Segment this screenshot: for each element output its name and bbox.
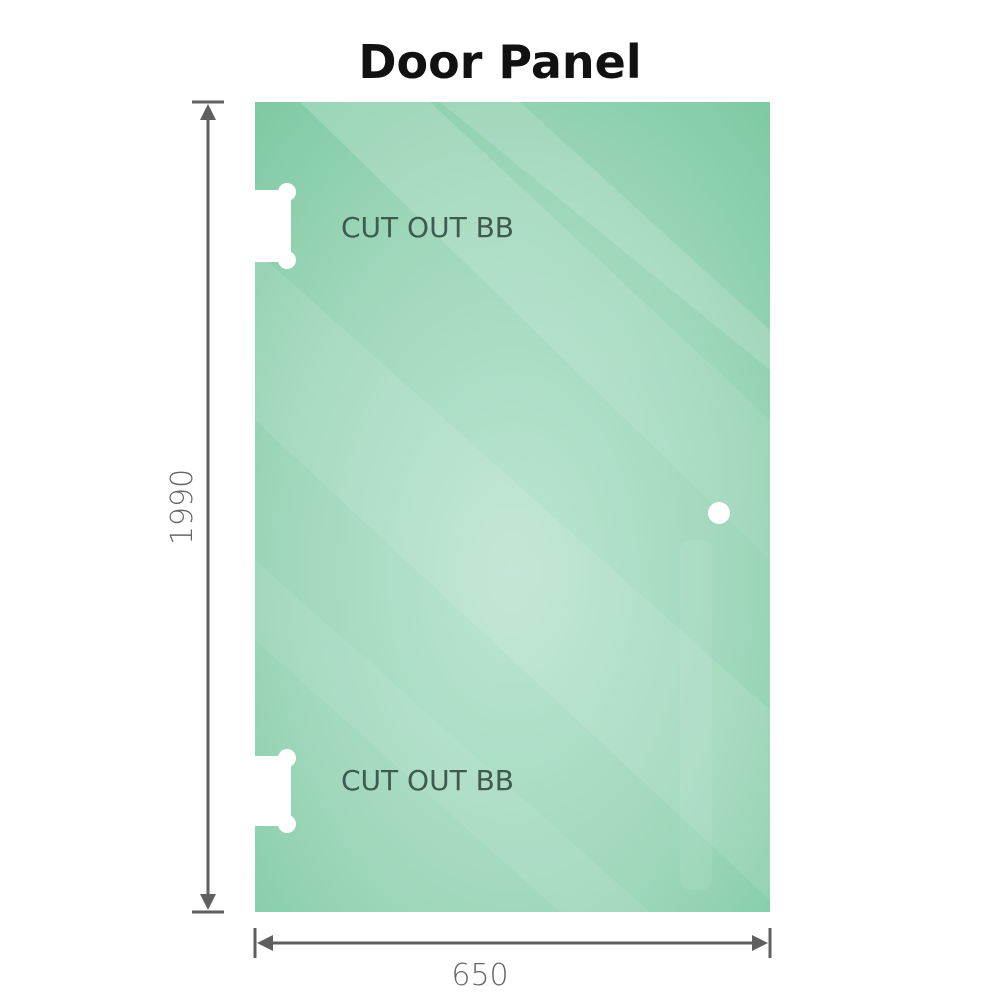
cutout-label: CUT OUT BB: [341, 764, 514, 797]
page-title: Door Panel: [358, 35, 641, 89]
cutout-bottom: CUT OUT BB: [255, 749, 514, 833]
cutout-label: CUT OUT BB: [341, 211, 514, 244]
height-label: 1990: [165, 469, 200, 545]
width-label: 650: [451, 958, 508, 993]
glass-panel: [255, 102, 770, 912]
arrow-down-icon: [200, 894, 216, 910]
arrow-right-icon: [752, 935, 768, 951]
glass-reflections: [255, 102, 770, 912]
arrow-up-icon: [200, 104, 216, 120]
handle-hole: [708, 502, 730, 524]
height-dimension: [192, 100, 224, 914]
cutout-top: CUT OUT BB: [255, 183, 514, 269]
width-dimension: [253, 928, 772, 958]
arrow-left-icon: [257, 935, 273, 951]
